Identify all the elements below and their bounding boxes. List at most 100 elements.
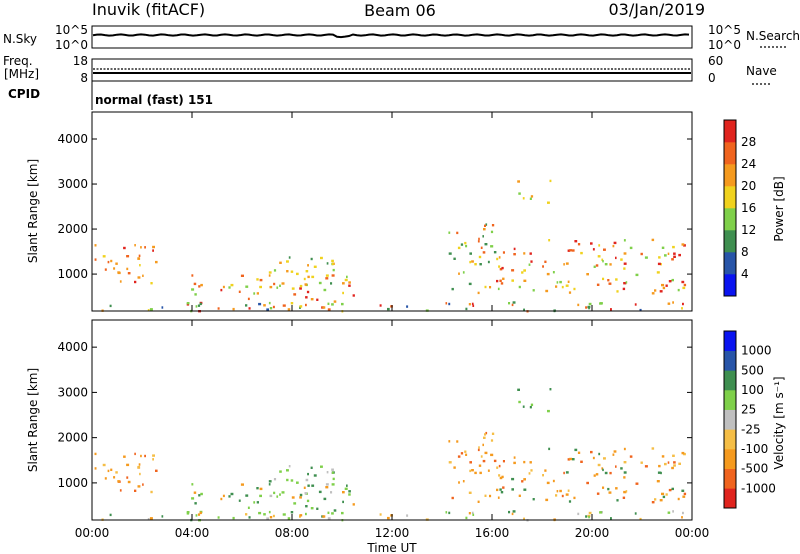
velocity-cell bbox=[668, 488, 672, 492]
power-cell bbox=[104, 268, 107, 271]
power-cell bbox=[667, 252, 670, 255]
power-cell bbox=[195, 305, 198, 308]
velocity-cell bbox=[245, 513, 248, 516]
power-cell bbox=[199, 302, 202, 306]
power-cell bbox=[305, 303, 307, 307]
velocity-cell bbox=[658, 464, 661, 468]
velocity-cell bbox=[563, 471, 565, 475]
velocity-cell bbox=[590, 450, 593, 454]
power-cell bbox=[602, 277, 605, 281]
power-cell bbox=[644, 256, 648, 259]
velocity-cell bbox=[665, 493, 668, 496]
power-y-axis: 1000 2000 3000 4000 bbox=[57, 132, 692, 281]
velocity-cell bbox=[490, 453, 494, 457]
power-cell bbox=[681, 307, 683, 310]
velocity-cell bbox=[677, 497, 680, 501]
y-tick-label: 3000 bbox=[57, 385, 88, 399]
velocity-cell bbox=[662, 495, 666, 499]
power-cell bbox=[200, 283, 203, 287]
colorbar-swatch bbox=[724, 409, 736, 430]
power-cell bbox=[565, 284, 569, 287]
power-cell bbox=[140, 246, 142, 249]
power-cell bbox=[296, 272, 299, 276]
nave-label: Nave bbox=[746, 64, 777, 78]
velocity-cell bbox=[310, 507, 314, 510]
velocity-cell bbox=[471, 469, 474, 472]
velocity-cell bbox=[513, 461, 516, 465]
power-cell bbox=[330, 282, 333, 285]
power-cell bbox=[272, 305, 275, 309]
power-cell bbox=[482, 235, 484, 238]
power-cell bbox=[681, 280, 685, 284]
velocity-cell bbox=[102, 463, 106, 467]
power-cell bbox=[230, 283, 234, 287]
velocity-cell bbox=[238, 499, 241, 502]
velocity-cell bbox=[517, 388, 520, 391]
velocity-cell bbox=[623, 461, 627, 464]
velocity-cell bbox=[499, 488, 502, 491]
velocity-cell bbox=[471, 511, 474, 515]
velocity-cell bbox=[585, 515, 588, 518]
power-cell bbox=[142, 274, 144, 277]
power-cell bbox=[453, 257, 456, 260]
time-x-axis: 00:00 04:00 08:00 12:00 16:00 20:00 00:00 bbox=[75, 112, 709, 540]
power-cell bbox=[341, 302, 344, 306]
velocity-cell bbox=[147, 518, 150, 521]
power-cell bbox=[477, 240, 480, 243]
power-cell bbox=[299, 305, 303, 308]
power-cell bbox=[286, 270, 289, 273]
power-cell bbox=[325, 274, 329, 277]
velocity-cell bbox=[217, 516, 220, 519]
power-cell bbox=[137, 257, 140, 260]
velocity-cell bbox=[290, 511, 294, 514]
colorbar-tick-label: 500 bbox=[741, 363, 764, 377]
power-colorbar-label: Power [dB] bbox=[772, 176, 786, 241]
power-cell bbox=[499, 268, 503, 271]
velocity-cell bbox=[483, 436, 486, 439]
power-cell bbox=[517, 180, 520, 183]
velocity-cell bbox=[502, 460, 505, 463]
velocity-cell bbox=[602, 486, 605, 489]
power-cell bbox=[567, 249, 571, 252]
power-cell bbox=[333, 300, 337, 303]
power-cell bbox=[573, 287, 576, 291]
power-cell bbox=[678, 253, 681, 257]
power-cell bbox=[588, 302, 592, 306]
power-cell bbox=[307, 275, 310, 279]
power-cell bbox=[448, 302, 451, 306]
power-cell bbox=[625, 281, 628, 284]
velocity-cell bbox=[144, 454, 146, 458]
power-cell bbox=[623, 239, 626, 242]
velocity-cell bbox=[610, 517, 612, 520]
velocity-cell bbox=[599, 511, 603, 514]
velocity-cell bbox=[603, 457, 606, 460]
power-cell bbox=[502, 251, 505, 254]
power-cell bbox=[604, 263, 608, 266]
power-cell bbox=[247, 297, 250, 301]
power-cell bbox=[102, 255, 106, 258]
velocity-cell bbox=[281, 491, 285, 494]
power-cell bbox=[529, 197, 532, 200]
velocity-cell bbox=[462, 480, 465, 483]
power-cell bbox=[651, 238, 655, 242]
velocity-cell bbox=[316, 507, 319, 510]
power-cell bbox=[348, 281, 351, 284]
colorbar-tick-label: 12 bbox=[741, 223, 756, 237]
power-cell bbox=[147, 309, 150, 312]
velocity-cell bbox=[593, 474, 596, 477]
velocity-cell bbox=[598, 452, 601, 456]
velocity-cell bbox=[532, 498, 535, 501]
colorbar-tick-label: 16 bbox=[741, 201, 756, 215]
velocity-cell bbox=[523, 517, 525, 520]
y-tick-label: 2000 bbox=[57, 222, 88, 236]
velocity-cell bbox=[682, 511, 684, 515]
noise-sky-line bbox=[92, 33, 690, 39]
power-cell bbox=[448, 231, 451, 234]
velocity-cell bbox=[472, 513, 475, 516]
velocity-cell bbox=[341, 511, 344, 515]
velocity-cell bbox=[635, 482, 639, 485]
velocity-panel: 1000 2000 3000 4000 00:00 04:00 08:00 12:00 16:… bbox=[26, 112, 709, 554]
power-cell bbox=[310, 298, 314, 301]
power-cell bbox=[290, 270, 294, 273]
power-cell bbox=[658, 256, 661, 259]
